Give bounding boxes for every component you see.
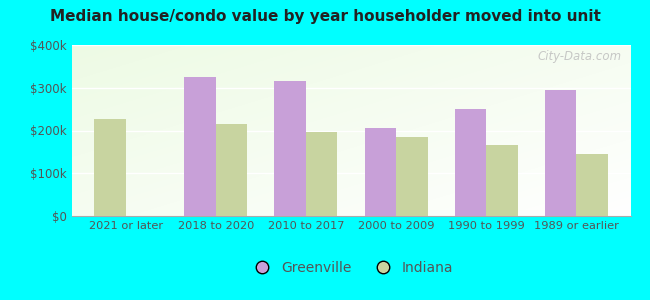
- Bar: [306, 132, 337, 216]
- Bar: [274, 81, 306, 216]
- Bar: [455, 109, 486, 216]
- Text: City-Data.com: City-Data.com: [538, 50, 622, 63]
- Bar: [577, 154, 608, 216]
- Bar: [94, 118, 125, 216]
- Text: Median house/condo value by year householder moved into unit: Median house/condo value by year househo…: [49, 9, 601, 24]
- Bar: [216, 124, 247, 216]
- Bar: [365, 128, 396, 216]
- Bar: [184, 77, 216, 216]
- Bar: [486, 145, 518, 216]
- Legend: Greenville, Indiana: Greenville, Indiana: [243, 256, 459, 281]
- Bar: [396, 137, 428, 216]
- Bar: [545, 90, 577, 216]
